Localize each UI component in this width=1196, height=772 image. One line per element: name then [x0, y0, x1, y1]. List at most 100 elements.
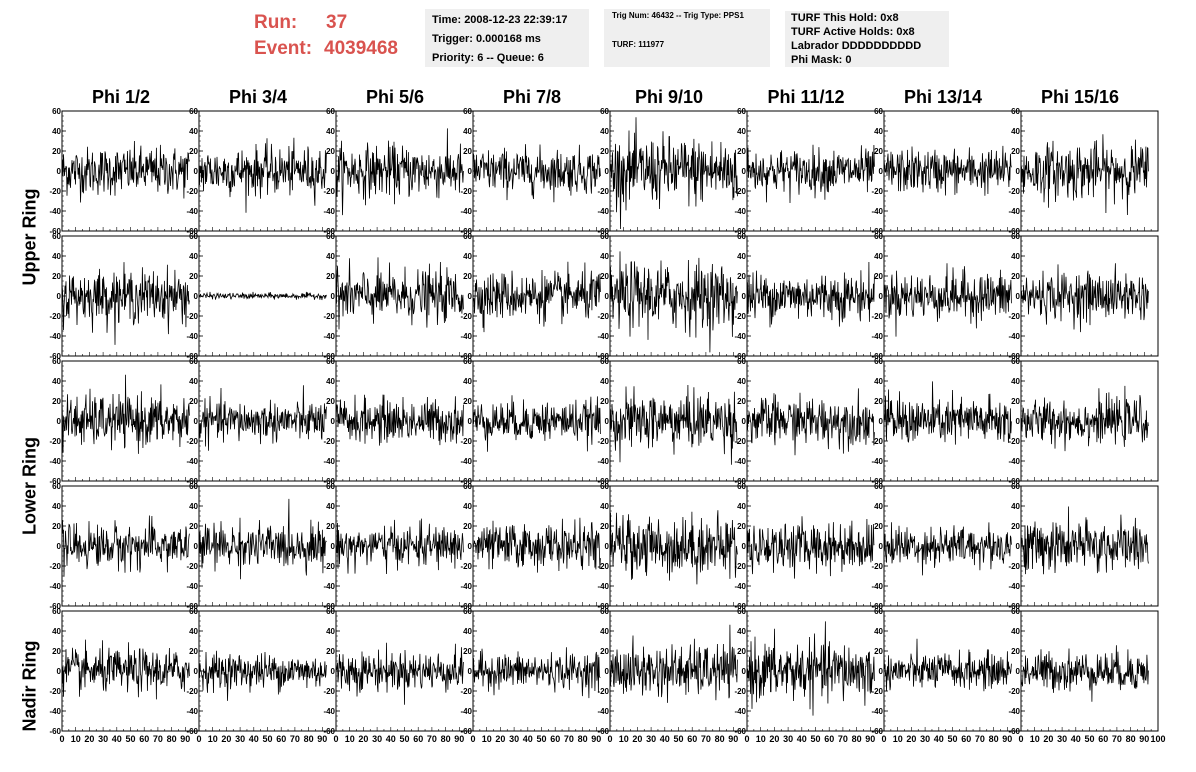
x-tick-label: 80 — [989, 734, 999, 744]
y-tick-label: -40 — [186, 332, 198, 341]
turf-this-hold-text: TURF This Hold: 0x8 — [791, 12, 899, 24]
y-tick-label: -40 — [323, 582, 335, 591]
x-tick-label: 90 — [180, 734, 190, 744]
y-tick-label: 0 — [194, 417, 199, 426]
x-tick-label: 40 — [112, 734, 122, 744]
y-tick-label: -20 — [460, 312, 472, 321]
x-tick-label: 40 — [249, 734, 259, 744]
waveform-trace-r3-c0 — [61, 515, 190, 577]
y-tick-label: -20 — [186, 437, 198, 446]
y-tick-label: 40 — [189, 127, 198, 136]
y-tick-label: 0 — [742, 417, 747, 426]
y-tick-label: -20 — [460, 187, 472, 196]
y-tick-label: -20 — [460, 437, 472, 446]
y-tick-label: 60 — [737, 482, 746, 491]
run-value: 37 — [326, 12, 348, 33]
y-tick-label: -20 — [186, 187, 198, 196]
y-tick-label: 40 — [463, 127, 472, 136]
y-tick-label: -20 — [323, 687, 335, 696]
waveform-trace-r2-c3 — [472, 395, 601, 452]
x-tick-label: 0 — [470, 734, 475, 744]
y-tick-label: 40 — [1011, 502, 1020, 511]
x-tick-label: 40 — [660, 734, 670, 744]
y-tick-label: -20 — [323, 187, 335, 196]
y-tick-label: 40 — [874, 252, 883, 261]
y-tick-label: 20 — [189, 272, 198, 281]
y-tick-label: 40 — [52, 627, 61, 636]
time-text: Time: 2008-12-23 22:39:17 — [432, 14, 568, 26]
y-tick-label: 20 — [737, 647, 746, 656]
y-tick-label: 0 — [605, 542, 610, 551]
y-tick-label: 20 — [737, 522, 746, 531]
y-tick-label: 20 — [737, 397, 746, 406]
y-tick-label: -20 — [49, 687, 61, 696]
y-tick-label: 20 — [463, 397, 472, 406]
y-tick-label: 0 — [1016, 542, 1021, 551]
y-tick-label: 0 — [468, 292, 473, 301]
x-tick-label: 90 — [865, 734, 875, 744]
y-tick-label: 60 — [189, 607, 198, 616]
y-tick-label: 0 — [605, 667, 610, 676]
x-tick-label: 90 — [454, 734, 464, 744]
y-tick-label: -60 — [597, 352, 609, 361]
y-tick-label: -60 — [186, 352, 198, 361]
y-tick-label: 60 — [737, 607, 746, 616]
y-tick-label: 40 — [326, 502, 335, 511]
waveform-trace-r1-c1 — [198, 291, 327, 301]
y-tick-label: 0 — [742, 167, 747, 176]
y-tick-label: 40 — [463, 627, 472, 636]
x-tick-label: 20 — [221, 734, 231, 744]
col-title-1: Phi 1/2 — [91, 87, 151, 107]
x-tick-label: 0 — [607, 734, 612, 744]
waveform-trace-r0-c4 — [609, 117, 738, 230]
x-tick-label: 30 — [783, 734, 793, 744]
waveform-trace-r0-c0 — [61, 140, 190, 203]
y-tick-label: -40 — [323, 207, 335, 216]
y-tick-label: -20 — [871, 687, 883, 696]
y-tick-label: 40 — [737, 502, 746, 511]
y-tick-label: -40 — [186, 207, 198, 216]
x-tick-label: 0 — [59, 734, 64, 744]
y-tick-label: 0 — [605, 167, 610, 176]
y-tick-label: 0 — [331, 292, 336, 301]
y-tick-label: 40 — [189, 502, 198, 511]
y-tick-label: -20 — [734, 187, 746, 196]
y-tick-label: -60 — [49, 227, 61, 236]
run-label: Run: — [254, 12, 298, 33]
waveform-trace-r3-c6 — [883, 522, 1012, 576]
waveform-trace-r3-c4 — [609, 510, 738, 585]
y-tick-label: 20 — [189, 147, 198, 156]
y-tick-label: -40 — [460, 582, 472, 591]
y-tick-label: 60 — [463, 482, 472, 491]
y-tick-label: -40 — [1008, 707, 1020, 716]
y-tick-label: -20 — [49, 312, 61, 321]
waveform-trace-r3-c5 — [746, 516, 875, 579]
y-tick-label: 0 — [468, 417, 473, 426]
waveform-trace-r2-c5 — [746, 388, 875, 456]
x-tick-label: 80 — [304, 734, 314, 744]
x-tick-label: 70 — [975, 734, 985, 744]
y-tick-label: -20 — [49, 437, 61, 446]
waveform-trace-r2-c2 — [335, 394, 464, 446]
y-tick-label: 0 — [742, 292, 747, 301]
x-tick-label: 90 — [1139, 734, 1149, 744]
x-tick-label: 10 — [482, 734, 492, 744]
x-tick-label: 80 — [852, 734, 862, 744]
x-tick-label: 40 — [523, 734, 533, 744]
y-tick-label: 40 — [737, 627, 746, 636]
y-tick-label: -60 — [871, 727, 883, 736]
x-tick-label: 10 — [1030, 734, 1040, 744]
y-tick-label: 60 — [52, 107, 61, 116]
y-tick-label: 0 — [879, 167, 884, 176]
y-tick-label: 40 — [463, 252, 472, 261]
y-tick-label: -20 — [734, 312, 746, 321]
x-tick-label: 60 — [139, 734, 149, 744]
x-tick-label: 70 — [427, 734, 437, 744]
y-tick-label: 60 — [189, 357, 198, 366]
y-tick-label: -40 — [871, 707, 883, 716]
col-title-6: Phi 11/12 — [767, 87, 845, 107]
x-tick-label: 80 — [578, 734, 588, 744]
y-tick-label: -20 — [460, 687, 472, 696]
y-tick-label: 20 — [737, 272, 746, 281]
